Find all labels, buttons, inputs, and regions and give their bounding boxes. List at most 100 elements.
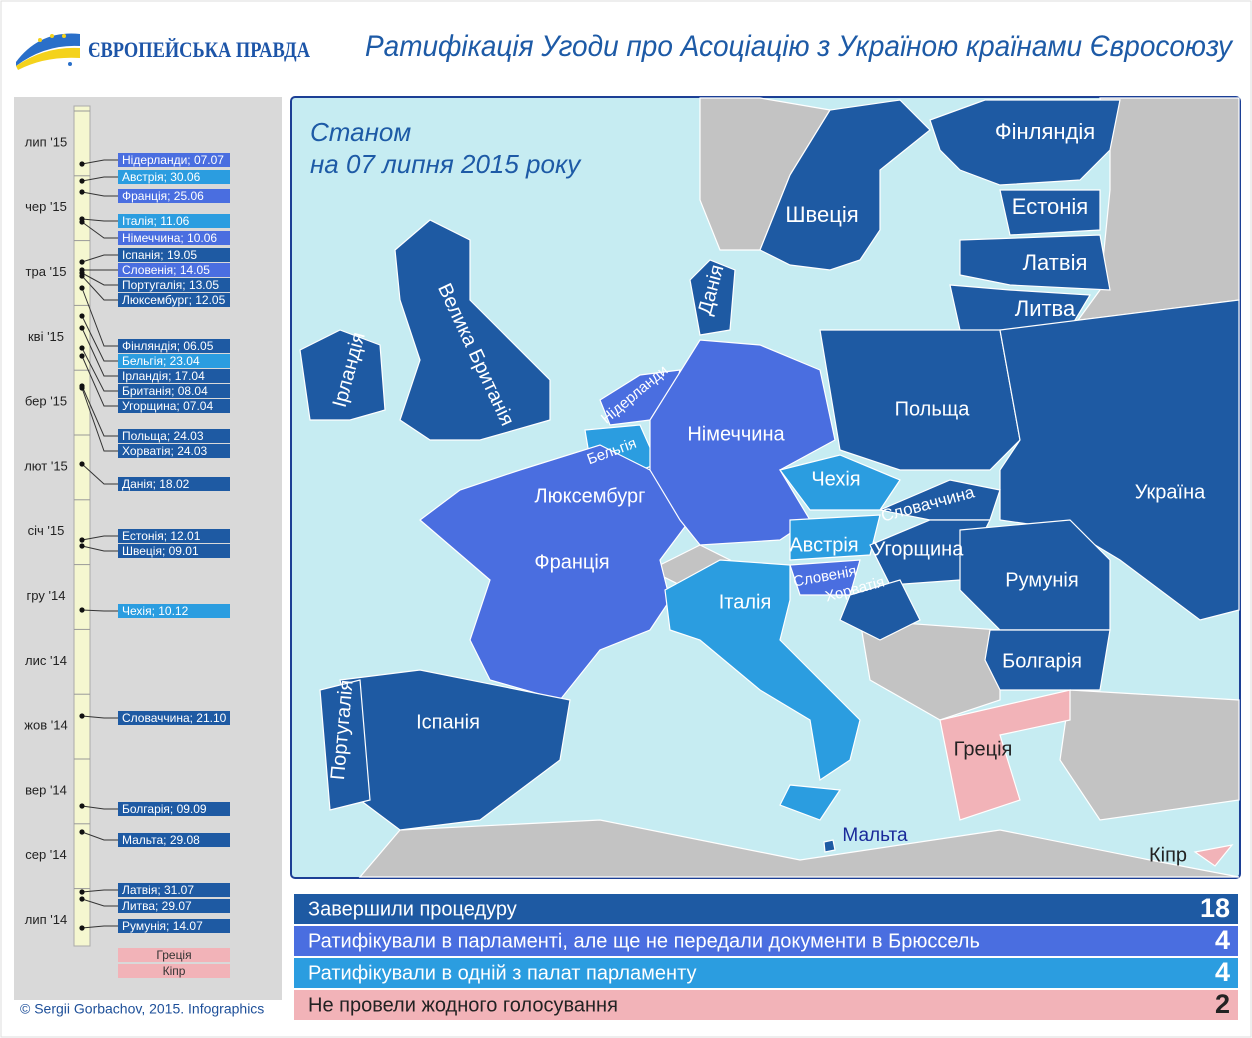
country-label: Греція (954, 738, 1013, 760)
legend-label: Завершили процедуру (308, 898, 517, 920)
event-box (118, 384, 230, 398)
month-label: лип '14 (25, 912, 67, 927)
page-title: Ратифікація Угоди про Асоціацію з Україн… (365, 30, 1234, 63)
event-label: Німеччина; 10.06 (122, 231, 217, 245)
legend-row (294, 990, 1238, 1020)
connector (81, 191, 118, 197)
legend-label: Ратифікували в одній з палат парламенту (308, 962, 696, 984)
event-dot (79, 353, 85, 359)
event-dot (79, 285, 85, 291)
connector (81, 805, 118, 810)
pending-box (118, 964, 230, 978)
country-label: Німеччина (687, 423, 785, 445)
event-box (118, 369, 230, 383)
country-label: Румунія (1005, 569, 1078, 591)
month-label: кві '15 (28, 329, 64, 344)
legend: Завершили процедуру 18 Ратифікували в парл… (294, 893, 1238, 1020)
connector (81, 715, 118, 719)
country-label: Швеція (785, 202, 858, 227)
legend-label: Ратифікували в парламенті, але ще не пер… (308, 930, 980, 952)
event-box (118, 604, 230, 618)
event-dot (79, 345, 85, 351)
connector (81, 463, 118, 485)
pending-box (118, 948, 230, 962)
country-label: Мальта (842, 825, 908, 846)
legend-count: 4 (1215, 957, 1230, 987)
logo-text: ЄВРОПЕЙСЬКА ПРАВДА (88, 37, 310, 62)
country-label: Італія (719, 591, 772, 613)
event-box (118, 477, 230, 491)
event-box (118, 833, 230, 847)
event-label: Ірландія; 17.04 (122, 369, 205, 383)
country (929, 99, 1121, 186)
event-dot (79, 461, 85, 467)
connector (81, 831, 118, 841)
event-dot (79, 189, 85, 195)
connector (81, 176, 118, 182)
country-label: Болгарія (1002, 650, 1082, 672)
map-date: Станом (310, 117, 411, 147)
country-label: Латвія (1023, 250, 1088, 275)
month-label: січ '15 (28, 523, 65, 538)
legend-row (294, 926, 1238, 956)
event-dot (79, 896, 85, 902)
connector (81, 327, 118, 377)
event-box (118, 293, 230, 307)
event-box (118, 529, 230, 543)
event-label: Болгарія; 09.09 (122, 802, 207, 816)
legend-label: Не провели жодного голосування (308, 994, 618, 1016)
event-dot (79, 385, 85, 391)
event-label: Словенія; 14.05 (122, 263, 210, 277)
event-box (118, 189, 230, 203)
country (689, 259, 736, 336)
event-dot (79, 889, 85, 895)
event-label: Нідерланди; 07.07 (122, 153, 224, 167)
month-label: тра '15 (26, 264, 67, 279)
country (823, 839, 836, 853)
connector (81, 221, 118, 239)
connector (81, 355, 118, 407)
country-label: Угорщина (873, 538, 965, 560)
event-label: Угорщина; 07.04 (122, 399, 213, 413)
event-dot (79, 925, 85, 931)
non-eu-land (358, 97, 1240, 878)
event-label: Латвія; 31.07 (122, 883, 194, 897)
event-dot (79, 537, 85, 543)
event-label: Британія; 08.04 (122, 384, 208, 398)
connector (81, 889, 118, 893)
event-dot (79, 161, 85, 167)
event-label: Данія; 18.02 (122, 477, 190, 491)
event-label: Чехія; 10.12 (122, 604, 189, 618)
event-box (118, 429, 230, 443)
month-label: вер '14 (25, 782, 67, 797)
event-box (118, 153, 230, 167)
month-label: лют '15 (24, 458, 68, 473)
connector (81, 385, 118, 437)
country-label: Литва (1015, 296, 1076, 321)
connector (81, 545, 118, 552)
event-dot (79, 259, 85, 265)
event-box (118, 544, 230, 558)
event-label: Люксембург; 12.05 (122, 293, 226, 307)
event-label: Португалія; 13.05 (122, 278, 219, 292)
country-label: Люксембург (535, 485, 646, 507)
connector (81, 272, 118, 286)
country (299, 329, 386, 421)
country (839, 579, 921, 641)
event-label: Польща; 24.03 (122, 429, 204, 443)
event-dot (79, 313, 85, 319)
legend-count: 2 (1215, 989, 1230, 1019)
month-label: сер '14 (25, 847, 67, 862)
event-box (118, 444, 230, 458)
connector (81, 387, 118, 452)
event-box (118, 339, 230, 353)
pending-label: Греція (156, 948, 191, 962)
connector (81, 218, 118, 222)
event-label: Італія; 11.06 (122, 214, 190, 228)
connector (81, 159, 118, 165)
legend-row (294, 894, 1238, 924)
country (984, 629, 1111, 691)
logo-flag (16, 33, 80, 70)
country (939, 689, 1071, 821)
